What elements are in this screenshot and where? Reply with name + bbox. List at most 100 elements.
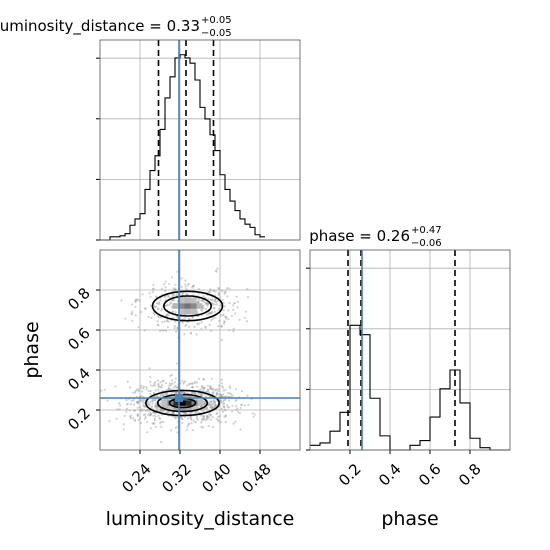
scatter-point bbox=[156, 395, 159, 398]
scatter-point bbox=[186, 293, 189, 296]
scatter-point bbox=[198, 398, 201, 401]
scatter-point bbox=[222, 309, 225, 312]
scatter-point bbox=[233, 301, 236, 305]
scatter-point bbox=[164, 314, 167, 317]
scatter-point bbox=[147, 390, 150, 393]
scatter-point bbox=[189, 416, 192, 419]
scatter-point bbox=[139, 406, 142, 409]
scatter-point bbox=[202, 378, 205, 381]
scatter-point bbox=[183, 391, 186, 394]
scatter-point bbox=[160, 309, 163, 312]
title-luminosity-distance-lower: −0.05 bbox=[201, 28, 232, 39]
scatter-point bbox=[213, 388, 216, 391]
scatter-point bbox=[206, 303, 209, 306]
scatter-point bbox=[201, 387, 204, 390]
scatter-point bbox=[193, 325, 196, 328]
scatter-point bbox=[234, 388, 237, 391]
density-cell bbox=[167, 405, 174, 412]
scatter-point bbox=[154, 381, 157, 384]
scatter-point bbox=[187, 317, 190, 321]
scatter-point bbox=[216, 267, 219, 270]
scatter-point bbox=[171, 295, 174, 298]
scatter-point bbox=[195, 333, 198, 336]
scatter-point bbox=[148, 404, 151, 407]
scatter-point bbox=[204, 326, 207, 330]
scatter-point bbox=[137, 400, 140, 403]
scatter-point bbox=[119, 404, 122, 407]
scatter-point bbox=[134, 314, 137, 317]
scatter-point bbox=[218, 319, 221, 322]
scatter-point bbox=[223, 405, 226, 408]
scatter-point bbox=[150, 405, 153, 408]
scatter-point bbox=[154, 425, 157, 428]
scatter-point bbox=[221, 410, 224, 413]
density-cell bbox=[184, 303, 191, 309]
scatter-point bbox=[160, 425, 163, 428]
scatter-point bbox=[221, 386, 224, 389]
scatter-point bbox=[194, 380, 197, 383]
scatter-point bbox=[180, 277, 183, 280]
scatter-point bbox=[181, 321, 184, 324]
scatter-points bbox=[100, 267, 256, 443]
scatter-point bbox=[218, 415, 221, 418]
scatter-point bbox=[209, 387, 212, 390]
scatter-point bbox=[140, 386, 143, 390]
scatter-point bbox=[244, 310, 247, 313]
scatter-point bbox=[157, 388, 160, 391]
scatter-point bbox=[173, 299, 176, 302]
scatter-point bbox=[224, 315, 227, 319]
scatter-point bbox=[164, 398, 167, 401]
scatter-point bbox=[202, 306, 205, 309]
scatter-point bbox=[202, 388, 206, 391]
y-joint-tick-label-3: 0.8 bbox=[64, 284, 94, 314]
scatter-point bbox=[202, 417, 205, 420]
scatter-point bbox=[210, 407, 213, 410]
x-phase-tick-label-3: 0.8 bbox=[455, 460, 485, 490]
scatter-point bbox=[191, 429, 194, 432]
scatter-point bbox=[164, 392, 167, 395]
scatter-point bbox=[137, 390, 141, 393]
scatter-point bbox=[163, 406, 167, 409]
frame-luminosity-distance-hist bbox=[99, 39, 301, 241]
scatter-point bbox=[200, 393, 203, 396]
scatter-point bbox=[133, 409, 136, 412]
scatter-point bbox=[202, 378, 205, 381]
scatter-point bbox=[213, 299, 217, 302]
scatter-point bbox=[193, 391, 196, 394]
scatter-point bbox=[167, 314, 170, 317]
scatter-point bbox=[164, 382, 167, 385]
scatter-point bbox=[171, 311, 174, 314]
scatter-point bbox=[156, 302, 160, 305]
scatter-point bbox=[140, 410, 143, 413]
scatter-point bbox=[203, 400, 206, 403]
scatter-point bbox=[145, 420, 149, 423]
scatter-point bbox=[213, 401, 216, 404]
scatter-point bbox=[136, 400, 139, 404]
scatter-point bbox=[149, 304, 152, 307]
scatter-point bbox=[191, 385, 194, 388]
x-axis-label-luminosity-distance: luminosity_distance bbox=[106, 508, 295, 530]
scatter-point bbox=[167, 388, 170, 391]
scatter-point bbox=[190, 382, 193, 385]
scatter-point bbox=[136, 298, 139, 301]
scatter-point bbox=[166, 303, 169, 306]
scatter-point bbox=[222, 402, 225, 406]
scatter-point bbox=[212, 399, 215, 402]
scatter-point bbox=[207, 313, 210, 316]
scatter-point bbox=[160, 386, 163, 389]
scatter-point bbox=[157, 385, 160, 388]
scatter-point bbox=[156, 323, 159, 326]
scatter-point bbox=[144, 405, 147, 409]
scatter-point bbox=[118, 402, 121, 405]
scatter-point bbox=[137, 402, 140, 405]
scatter-point bbox=[131, 313, 134, 316]
scatter-point bbox=[212, 425, 215, 429]
scatter-point bbox=[106, 399, 109, 402]
scatter-point bbox=[232, 304, 235, 307]
scatter-point bbox=[136, 413, 139, 416]
y-joint-tick-label-2: 0.6 bbox=[64, 324, 94, 354]
scatter-point bbox=[226, 395, 229, 398]
scatter-point bbox=[205, 417, 208, 420]
scatter-point bbox=[227, 309, 230, 312]
scatter-point bbox=[146, 413, 150, 416]
